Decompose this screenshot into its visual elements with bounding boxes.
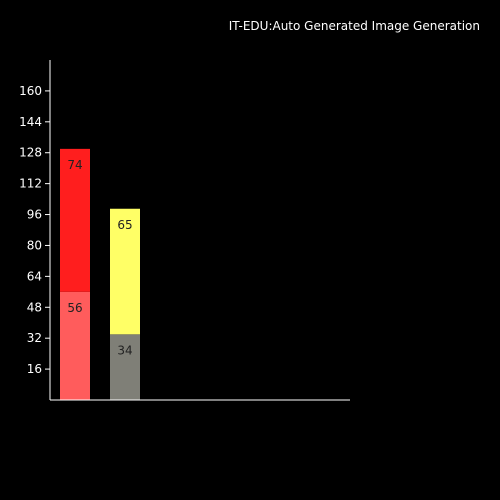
y-tick-label: 48 [27, 300, 42, 314]
bar-1-segment-2-value-label: 74 [67, 158, 82, 172]
y-tick-label: 112 [19, 177, 42, 191]
y-tick-label: 144 [19, 115, 42, 129]
y-tick-label: 16 [27, 362, 42, 376]
bar-2-segment-1 [110, 334, 140, 400]
bar-1-segment-1 [60, 291, 90, 400]
bar-2-segment-2 [110, 208, 140, 335]
chart-title: IT-EDU:Auto Generated Image Generation [229, 19, 480, 33]
y-tick-label: 160 [19, 84, 42, 98]
y-tick-label: 96 [27, 208, 42, 222]
bar-2-segment-2-value-label: 65 [117, 218, 132, 232]
bar-1-segment-1-value-label: 56 [67, 301, 82, 315]
y-tick-label: 32 [27, 331, 42, 345]
bar-1-segment-2 [60, 148, 90, 292]
y-axis-ticks: 16 32 48 64 80 96 112 128 144 160 [19, 84, 50, 376]
bars: 56 74 34 65 [60, 148, 140, 400]
y-tick-label: 128 [19, 146, 42, 160]
y-tick-label: 64 [27, 269, 42, 283]
y-tick-label: 80 [27, 238, 42, 252]
bar-2-segment-1-value-label: 34 [117, 343, 132, 357]
